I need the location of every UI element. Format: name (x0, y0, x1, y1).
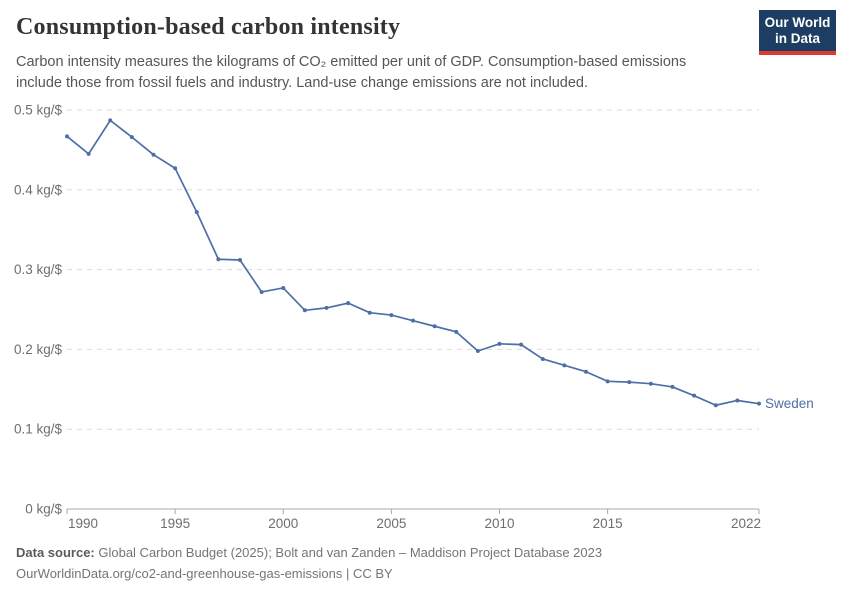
y-tick-label: 0 kg/$ (25, 502, 62, 517)
data-point[interactable] (432, 324, 437, 329)
data-point[interactable] (475, 348, 480, 353)
data-point[interactable] (497, 341, 502, 346)
chart-footer: Data source: Global Carbon Budget (2025)… (16, 542, 602, 584)
data-source-label: Data source: (16, 545, 95, 560)
x-tick-label: 2022 (731, 516, 761, 531)
x-tick-label: 1995 (160, 516, 190, 531)
x-tick-label: 1990 (68, 516, 98, 531)
data-point[interactable] (454, 329, 459, 334)
data-source-line: Data source: Global Carbon Budget (2025)… (16, 542, 602, 563)
owid-logo: Our World in Data (759, 10, 836, 55)
chart-subtitle: Carbon intensity measures the kilograms … (16, 54, 687, 91)
data-source-text: Global Carbon Budget (2025); Bolt and va… (94, 545, 603, 560)
data-point[interactable] (627, 380, 632, 385)
data-point[interactable] (238, 258, 242, 263)
y-tick-label: 0.5 kg/$ (14, 103, 63, 118)
series-label: Sweden (765, 396, 814, 411)
data-point[interactable] (173, 166, 178, 171)
url-license-line: OurWorldinData.org/co2-and-greenhouse-ga… (16, 566, 393, 581)
x-tick-label: 2010 (484, 516, 514, 531)
data-point[interactable] (670, 384, 675, 389)
data-point[interactable] (259, 289, 264, 294)
x-tick-label: 2005 (376, 516, 406, 531)
trend-line[interactable] (66, 119, 760, 407)
page-title: Consumption-based carbon intensity (16, 14, 401, 40)
data-point[interactable] (281, 285, 286, 290)
data-point[interactable] (648, 381, 653, 386)
y-tick-label: 0.2 kg/$ (14, 342, 63, 357)
data-point[interactable] (605, 379, 610, 384)
owid-logo-line1: Our World (764, 15, 831, 30)
data-point[interactable] (540, 356, 545, 361)
x-tick-label: 2015 (593, 516, 623, 531)
data-point[interactable] (346, 301, 351, 306)
y-tick-label: 0.3 kg/$ (14, 262, 63, 277)
data-point[interactable] (65, 134, 69, 139)
data-point[interactable] (713, 403, 718, 408)
data-point[interactable] (584, 369, 588, 374)
data-point[interactable] (757, 401, 761, 406)
owid-logo-line2: in Data (774, 31, 820, 46)
data-point[interactable] (324, 305, 329, 310)
data-point[interactable] (692, 393, 697, 398)
data-point[interactable] (735, 398, 740, 403)
data-point[interactable] (194, 210, 199, 215)
data-point[interactable] (562, 363, 567, 368)
data-point[interactable] (86, 151, 91, 156)
x-tick-label: 2000 (268, 516, 298, 531)
data-point[interactable] (302, 308, 307, 313)
data-point[interactable] (367, 310, 372, 315)
data-point[interactable] (216, 257, 221, 262)
data-point[interactable] (108, 118, 113, 123)
data-point[interactable] (389, 313, 394, 318)
data-point[interactable] (519, 342, 524, 347)
data-point[interactable] (151, 152, 156, 157)
data-point[interactable] (411, 318, 415, 323)
chart-canvas[interactable]: 0 kg/$ 0.1 kg/$ 0.2 kg/$ 0.3 kg/$ 0.4 kg/$ 0.… (0, 95, 850, 540)
data-point[interactable] (129, 135, 134, 140)
y-tick-label: 0.4 kg/$ (14, 182, 63, 197)
y-tick-label: 0.1 kg/$ (14, 422, 63, 437)
